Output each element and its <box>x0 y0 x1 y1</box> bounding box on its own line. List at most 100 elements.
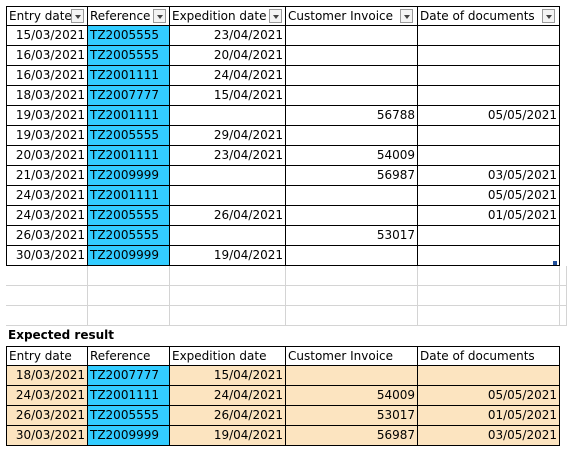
empty-cell[interactable] <box>560 306 567 326</box>
empty-cell[interactable] <box>286 286 418 306</box>
table-cell[interactable]: 19/04/2021 <box>170 426 286 446</box>
table-cell[interactable]: 19/03/2021 <box>6 106 88 126</box>
table-cell[interactable]: TZ2007777 <box>88 366 170 386</box>
table-cell[interactable] <box>418 246 560 266</box>
empty-cell[interactable] <box>6 286 88 306</box>
table-cell[interactable]: 24/04/2021 <box>170 386 286 406</box>
expected-header-date-of-documents[interactable]: Date of documents <box>418 346 560 366</box>
header-expedition-date[interactable]: Expedition date <box>170 6 286 26</box>
table-cell[interactable] <box>418 126 560 146</box>
expected-header-customer-invoice[interactable]: Customer Invoice <box>286 346 418 366</box>
table-cell[interactable]: 23/04/2021 <box>170 26 286 46</box>
table-cell[interactable]: 01/05/2021 <box>418 206 560 226</box>
table-cell[interactable]: 03/05/2021 <box>418 426 560 446</box>
table-cell[interactable]: 18/03/2021 <box>6 86 88 106</box>
table-cell[interactable] <box>286 86 418 106</box>
table-cell[interactable] <box>286 26 418 46</box>
table-cell[interactable]: 15/04/2021 <box>170 366 286 386</box>
table-cell[interactable]: 24/03/2021 <box>6 386 88 406</box>
table-cell[interactable] <box>286 46 418 66</box>
table-cell[interactable]: 21/03/2021 <box>6 166 88 186</box>
table-cell[interactable]: TZ2005555 <box>88 406 170 426</box>
table-cell[interactable]: TZ2005555 <box>88 26 170 46</box>
table-cell[interactable]: 54009 <box>286 386 418 406</box>
filter-dropdown-icon[interactable] <box>542 9 555 23</box>
empty-cell[interactable] <box>6 306 88 326</box>
table-cell[interactable] <box>418 86 560 106</box>
empty-cell[interactable] <box>418 306 560 326</box>
table-cell[interactable]: TZ2005555 <box>88 46 170 66</box>
table-cell[interactable]: 24/03/2021 <box>6 186 88 206</box>
table-cell[interactable]: 05/05/2021 <box>418 386 560 406</box>
table-cell[interactable]: 53017 <box>286 406 418 426</box>
filter-dropdown-icon[interactable] <box>269 9 282 23</box>
table-cell[interactable]: 24/03/2021 <box>6 206 88 226</box>
table-cell[interactable]: 16/03/2021 <box>6 46 88 66</box>
expected-header-expedition-date[interactable]: Expedition date <box>170 346 286 366</box>
empty-cell[interactable] <box>418 286 560 306</box>
table-cell[interactable] <box>418 226 560 246</box>
table-cell[interactable]: 30/03/2021 <box>6 426 88 446</box>
table-cell[interactable]: TZ2009999 <box>88 166 170 186</box>
table-cell[interactable]: 05/05/2021 <box>418 106 560 126</box>
table-cell[interactable]: 20/04/2021 <box>170 46 286 66</box>
table-cell[interactable] <box>170 226 286 246</box>
table-cell[interactable] <box>286 66 418 86</box>
table-cell[interactable]: 05/05/2021 <box>418 186 560 206</box>
empty-cell[interactable] <box>560 266 567 286</box>
table-cell[interactable]: 19/04/2021 <box>170 246 286 266</box>
table-cell[interactable]: TZ2005555 <box>88 226 170 246</box>
empty-cell[interactable] <box>170 266 286 286</box>
empty-cell[interactable] <box>418 266 560 286</box>
filter-dropdown-icon[interactable] <box>400 9 413 23</box>
table-cell[interactable]: TZ2001111 <box>88 106 170 126</box>
table-cell[interactable]: 16/03/2021 <box>6 66 88 86</box>
table-cell[interactable]: 26/03/2021 <box>6 226 88 246</box>
filter-dropdown-icon[interactable] <box>71 9 84 23</box>
table-cell[interactable]: 18/03/2021 <box>6 366 88 386</box>
filter-dropdown-icon[interactable] <box>153 9 166 23</box>
table-cell[interactable]: 56987 <box>286 166 418 186</box>
table-cell[interactable]: TZ2001111 <box>88 66 170 86</box>
table-cell[interactable] <box>418 146 560 166</box>
table-cell[interactable] <box>286 206 418 226</box>
table-cell[interactable]: TZ2005555 <box>88 126 170 146</box>
empty-cell[interactable] <box>170 286 286 306</box>
table-cell[interactable] <box>286 126 418 146</box>
empty-cell[interactable] <box>286 306 418 326</box>
table-cell[interactable]: 26/03/2021 <box>6 406 88 426</box>
table-cell[interactable]: 26/04/2021 <box>170 406 286 426</box>
header-customer-invoice[interactable]: Customer Invoice <box>286 6 418 26</box>
table-cell[interactable] <box>170 186 286 206</box>
empty-cell[interactable] <box>88 286 170 306</box>
expected-header-entry-date[interactable]: Entry date <box>6 346 88 366</box>
table-cell[interactable]: TZ2009999 <box>88 246 170 266</box>
table-cell[interactable]: 20/03/2021 <box>6 146 88 166</box>
table-cell[interactable]: 24/04/2021 <box>170 66 286 86</box>
header-entry-date[interactable]: Entry date <box>6 6 88 26</box>
table-cell[interactable]: 53017 <box>286 226 418 246</box>
table-cell[interactable]: 03/05/2021 <box>418 166 560 186</box>
table-cell[interactable]: 56987 <box>286 426 418 446</box>
table-cell[interactable]: 19/03/2021 <box>6 126 88 146</box>
table-cell[interactable] <box>418 66 560 86</box>
expected-header-reference[interactable]: Reference <box>88 346 170 366</box>
table-cell[interactable]: 26/04/2021 <box>170 206 286 226</box>
table-cell[interactable]: TZ2001111 <box>88 146 170 166</box>
table-cell[interactable]: 29/04/2021 <box>170 126 286 146</box>
table-cell[interactable]: 01/05/2021 <box>418 406 560 426</box>
empty-cell[interactable] <box>88 306 170 326</box>
table-cell[interactable] <box>418 366 560 386</box>
table-cell[interactable] <box>418 46 560 66</box>
table-cell[interactable]: 54009 <box>286 146 418 166</box>
table-cell[interactable]: 23/04/2021 <box>170 146 286 166</box>
table-resize-handle-icon[interactable] <box>553 261 557 265</box>
table-cell[interactable] <box>170 106 286 126</box>
empty-cell[interactable] <box>88 266 170 286</box>
table-cell[interactable] <box>286 246 418 266</box>
table-cell[interactable] <box>286 366 418 386</box>
header-date-of-documents[interactable]: Date of documents <box>418 6 560 26</box>
table-cell[interactable]: TZ2001111 <box>88 186 170 206</box>
table-cell[interactable]: 15/03/2021 <box>6 26 88 46</box>
table-cell[interactable] <box>418 26 560 46</box>
